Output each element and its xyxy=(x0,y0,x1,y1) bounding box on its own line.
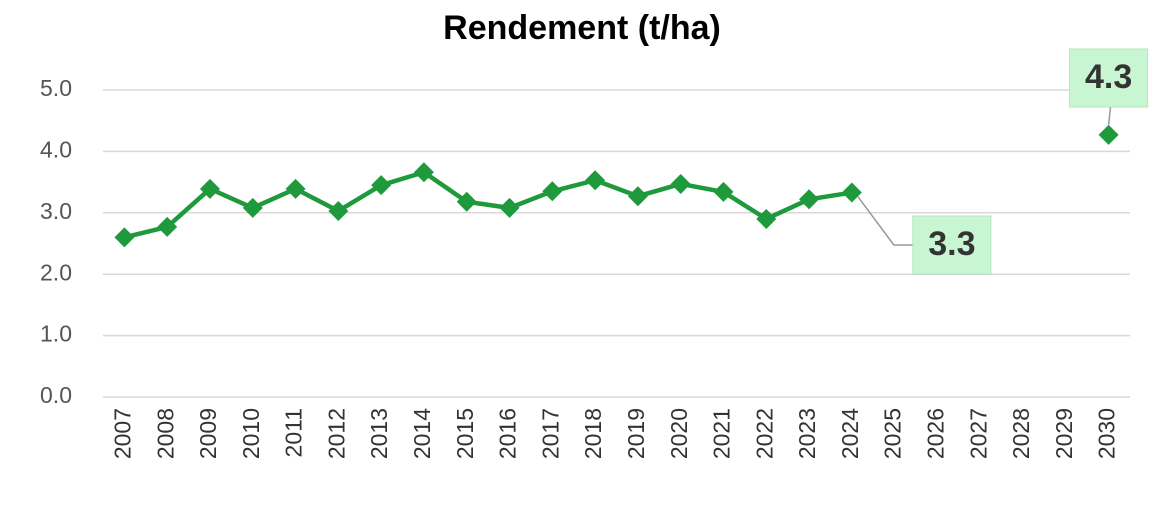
y-tick-label: 2.0 xyxy=(40,259,72,285)
x-tick-label: 2016 xyxy=(495,408,521,459)
leader-line xyxy=(1107,105,1112,125)
marker xyxy=(371,175,392,196)
x-tick-label: 2018 xyxy=(580,408,606,459)
marker xyxy=(285,178,306,199)
marker xyxy=(799,189,820,210)
y-tick-label: 3.0 xyxy=(40,198,72,224)
marker xyxy=(542,181,563,202)
marker xyxy=(670,173,691,194)
marker xyxy=(328,200,349,221)
marker xyxy=(841,182,862,203)
marker xyxy=(756,208,777,229)
y-tick-label: 4.0 xyxy=(40,136,72,162)
marker xyxy=(157,216,178,237)
x-tick-label: 2014 xyxy=(409,408,435,459)
marker xyxy=(713,181,734,202)
x-tick-label: 2017 xyxy=(537,408,563,459)
x-tick-label: 2013 xyxy=(366,408,392,459)
y-tick-label: 5.0 xyxy=(40,75,72,101)
marker xyxy=(242,197,263,218)
x-tick-label: 2023 xyxy=(794,408,820,459)
x-tick-label: 2021 xyxy=(709,408,735,459)
x-tick-label: 2008 xyxy=(152,408,178,459)
x-tick-label: 2010 xyxy=(238,408,264,459)
marker xyxy=(585,170,606,191)
x-tick-label: 2011 xyxy=(281,408,307,457)
marker xyxy=(627,186,648,207)
chart-title: Rendement (t/ha) xyxy=(443,9,721,47)
leader-line xyxy=(857,196,913,246)
marker xyxy=(199,178,220,199)
y-tick-label: 1.0 xyxy=(40,321,72,347)
x-tick-label: 2027 xyxy=(965,408,991,459)
data-label: 3.3 xyxy=(928,225,975,263)
x-tick-label: 2009 xyxy=(195,408,221,459)
x-tick-label: 2029 xyxy=(1051,408,1077,459)
y-tick-label: 0.0 xyxy=(40,382,72,408)
x-tick-label: 2026 xyxy=(923,408,949,459)
marker xyxy=(499,197,520,218)
marker xyxy=(1098,124,1119,145)
x-tick-label: 2019 xyxy=(623,408,649,459)
marker xyxy=(413,162,434,183)
label-box xyxy=(912,215,992,275)
x-tick-label: 2025 xyxy=(880,408,906,459)
x-tick-label: 2022 xyxy=(751,408,777,459)
marker xyxy=(456,191,477,212)
x-tick-label: 2024 xyxy=(837,408,863,459)
x-tick-label: 2007 xyxy=(109,408,135,459)
label-box xyxy=(1069,48,1149,108)
marker xyxy=(114,227,135,248)
x-tick-label: 2015 xyxy=(452,408,478,459)
x-tick-label: 2020 xyxy=(666,408,692,459)
x-tick-label: 2012 xyxy=(323,408,349,459)
data-label: 4.3 xyxy=(1085,58,1132,96)
x-tick-label: 2028 xyxy=(1008,408,1034,459)
x-tick-label: 2030 xyxy=(1094,408,1120,459)
